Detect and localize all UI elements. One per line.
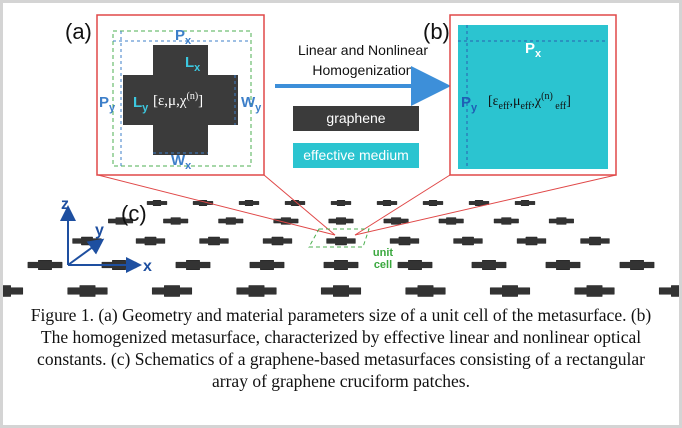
formula-part: ] xyxy=(566,94,571,109)
graphene-patch xyxy=(321,286,361,297)
label-sub: x xyxy=(185,35,192,47)
graphene-patch xyxy=(398,260,432,270)
label-main: L xyxy=(133,94,142,111)
graphene-patch xyxy=(152,286,192,297)
arrow-text: Linear and Nonlinear xyxy=(298,42,428,58)
legend-text: effective medium xyxy=(303,147,409,163)
label-main: L xyxy=(185,54,194,71)
graphene-patch xyxy=(327,237,356,245)
graphene-patch xyxy=(274,218,298,225)
panel-label: (b) xyxy=(423,19,450,44)
graphene-patch xyxy=(549,218,573,225)
graphene-patch xyxy=(163,218,187,225)
formula-part: ] xyxy=(198,93,203,109)
formula-part: eff xyxy=(520,101,532,112)
graphene-patch xyxy=(390,237,419,245)
unit-cell-label: unit xyxy=(373,247,393,259)
graphene-patch xyxy=(377,200,397,206)
graphene-patch xyxy=(237,286,277,297)
graphene-patch xyxy=(329,218,353,225)
graphene-patch xyxy=(620,260,654,270)
graphene-patch xyxy=(136,237,165,245)
graphene-patch xyxy=(324,260,358,270)
pointer-line xyxy=(355,175,616,235)
graphene-patch xyxy=(472,260,506,270)
arrow-text: Homogenization xyxy=(312,62,413,78)
caption: Figure 1. (a) Geometry and material para… xyxy=(25,304,657,392)
graphene-patch xyxy=(239,200,259,206)
graphene-patch xyxy=(575,286,615,297)
label-sub: y xyxy=(109,102,116,114)
graphene-patch xyxy=(250,260,284,270)
formula-part: eff xyxy=(553,101,567,112)
axis-label: z xyxy=(61,196,69,213)
formula-part: eff xyxy=(499,101,511,112)
graphene-patch xyxy=(659,286,679,297)
label-main: P xyxy=(461,94,471,111)
label-sub: y xyxy=(255,102,262,114)
label-main: W xyxy=(171,152,186,169)
graphene-patch xyxy=(28,260,62,270)
graphene-patch xyxy=(406,286,446,297)
graphene-patch xyxy=(581,237,610,245)
panel-label: (a) xyxy=(65,19,92,44)
formula-part: [ε,μ,χ xyxy=(153,93,187,109)
label-sub: x xyxy=(194,62,201,74)
label-main: P xyxy=(99,94,109,111)
formula-part: ,μ xyxy=(509,94,520,109)
graphene-patch xyxy=(200,237,229,245)
graphene-patch xyxy=(439,218,463,225)
graphene-patch xyxy=(68,286,108,297)
graphene-patch xyxy=(263,237,292,245)
label-main: P xyxy=(175,27,185,44)
label-sub: x xyxy=(535,48,542,60)
graphene-patch xyxy=(176,260,210,270)
label-main: W xyxy=(241,94,256,111)
label-main: P xyxy=(525,40,535,57)
figure-graphic: (a) Px Py Lx Ly Wx Wy [ε,μ,χ(n)] Linear … xyxy=(3,3,679,303)
graphene-patch xyxy=(494,218,518,225)
graphene-patch xyxy=(515,200,535,206)
patch-array xyxy=(3,200,679,296)
formula-part: (n) xyxy=(187,91,199,102)
panel-label: (c) xyxy=(121,201,147,226)
graphene-patch xyxy=(517,237,546,245)
unit-cell-label: cell xyxy=(374,259,392,271)
graphene-patch xyxy=(454,237,483,245)
label-sub: x xyxy=(185,160,192,172)
graphene-patch xyxy=(331,200,351,206)
graphene-patch xyxy=(423,200,443,206)
label-sub: y xyxy=(471,102,478,114)
graphene-patch xyxy=(3,286,23,297)
axis-label: y xyxy=(95,222,104,239)
graphene-patch xyxy=(546,260,580,270)
formula-part: (n) xyxy=(541,91,553,102)
graphene-patch xyxy=(490,286,530,297)
legend-text: graphene xyxy=(326,110,385,126)
graphene-patch xyxy=(219,218,243,225)
graphene-patch xyxy=(147,200,167,206)
label-sub: y xyxy=(142,102,149,114)
formula-part: [ε xyxy=(488,94,499,109)
axis-label: x xyxy=(143,258,152,275)
figure: (a) Px Py Lx Ly Wx Wy [ε,μ,χ(n)] Linear … xyxy=(0,0,682,428)
